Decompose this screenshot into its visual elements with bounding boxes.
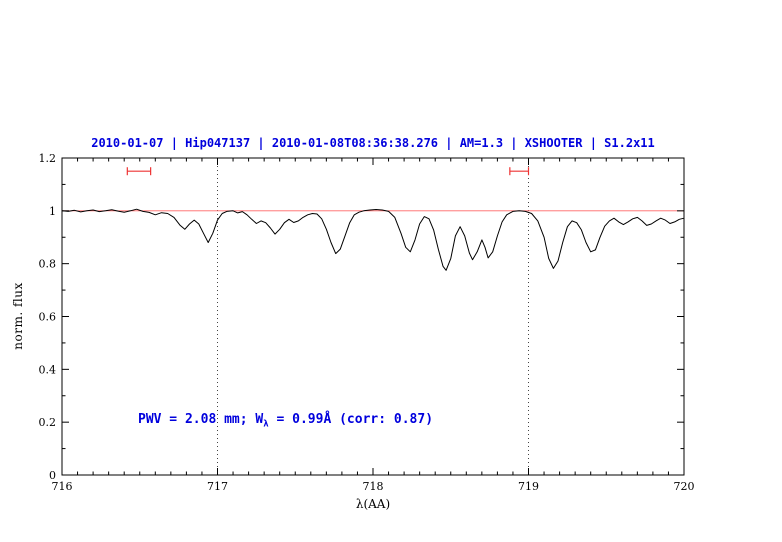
svg-text:1.2: 1.2 [39, 152, 57, 165]
plot-title: 2010-01-07 | Hip047137 | 2010-01-08T08:3… [91, 136, 655, 150]
axis-ticks [61, 157, 685, 476]
svg-text:0: 0 [49, 469, 56, 482]
svg-text:720: 720 [674, 480, 695, 493]
range-markers [126, 167, 530, 176]
svg-text:716: 716 [52, 480, 73, 493]
x-axis-label: λ(AA) [355, 497, 391, 511]
annotation-suffix: = 0.99Å (corr: 0.87) [268, 412, 434, 427]
svg-text:719: 719 [518, 480, 539, 493]
svg-text:0.6: 0.6 [39, 311, 57, 324]
svg-text:0.4: 0.4 [39, 363, 57, 376]
svg-text:717: 717 [207, 480, 228, 493]
svg-text:1: 1 [49, 205, 56, 218]
pwv-annotation: PWV = 2.08 mm; Wλ = 0.99Å (corr: 0.87) [138, 412, 433, 430]
svg-text:0.2: 0.2 [39, 416, 57, 429]
annotation-lambda-sub: λ [263, 419, 269, 430]
svg-text:718: 718 [363, 480, 384, 493]
svg-text:0.8: 0.8 [39, 258, 57, 271]
annotation-prefix: PWV = 2.08 mm; W [138, 412, 264, 427]
tick-labels: 716 717 718 719 720 0 0.2 0.4 0.6 0.8 1 1.2 [39, 152, 695, 493]
spectrum-line [61, 208, 685, 271]
